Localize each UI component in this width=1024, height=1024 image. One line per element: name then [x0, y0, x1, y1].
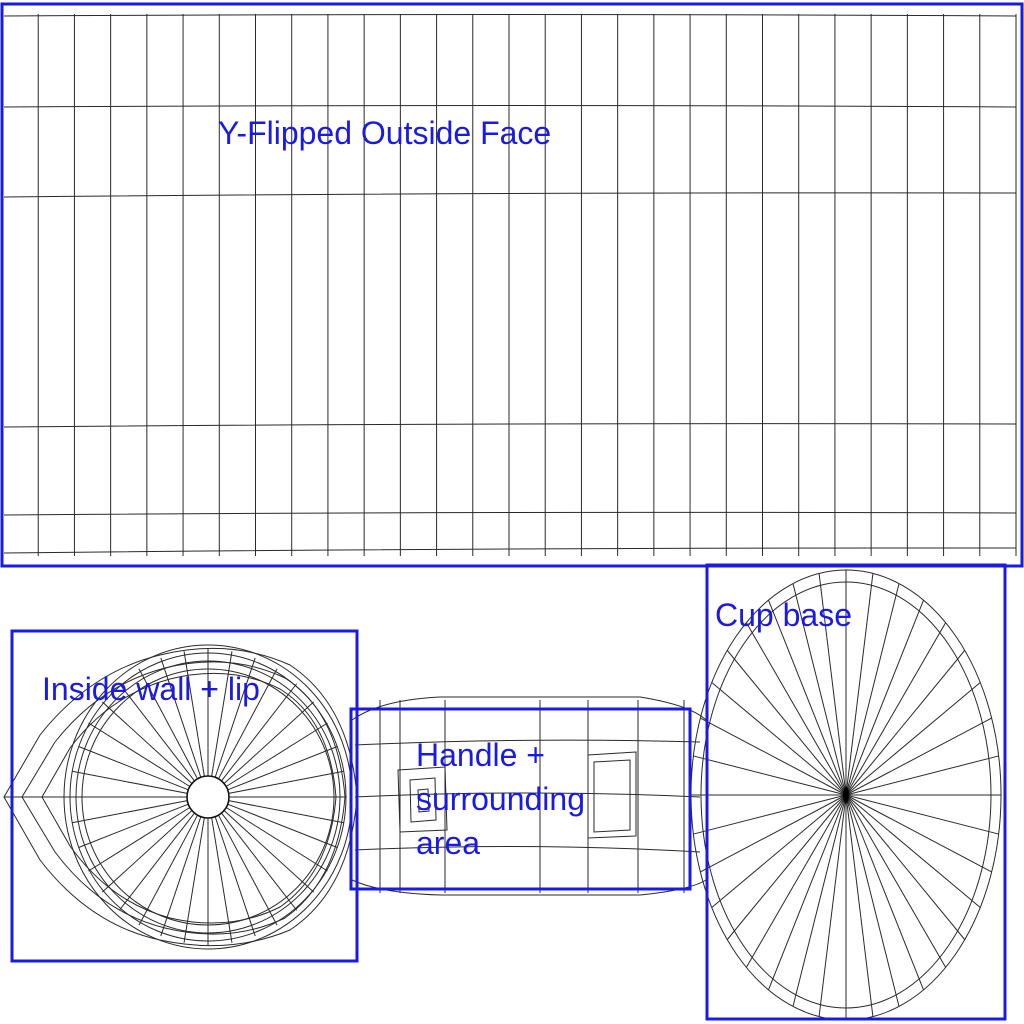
inside-ray: [221, 812, 298, 911]
cup-base-mesh: [690, 569, 1002, 1021]
mesh-row-line: [3, 511, 1017, 516]
base-ray: [845, 583, 900, 796]
mesh-row-line: [3, 105, 1017, 108]
outside-face-box: [0, 2, 1024, 568]
base-ray: [845, 794, 999, 835]
inside-ray: [214, 657, 256, 778]
inside-ray: [214, 816, 256, 937]
inside-wall-label: Inside wall + lip: [42, 671, 260, 707]
base-ray: [726, 650, 847, 796]
inside-ray: [211, 817, 233, 943]
outside-face-mesh: [1, 14, 1017, 556]
inside-ray: [218, 814, 278, 926]
mesh-row-line: [3, 423, 1017, 428]
inside-ray: [118, 683, 195, 782]
inside-ray: [223, 701, 315, 784]
base-ray: [845, 794, 992, 873]
inside-ray: [225, 807, 328, 872]
mesh-row-line: [3, 192, 1017, 198]
inside-ray: [218, 668, 278, 780]
mesh-row-line: [3, 547, 1017, 554]
base-ray: [845, 794, 966, 940]
inside-wall-mesh: [3, 644, 358, 950]
handle-row-line: [354, 739, 701, 746]
base-ray: [845, 794, 981, 908]
handle-attach-inner: [593, 759, 631, 833]
inside-ray: [183, 651, 205, 777]
inside-ray: [228, 770, 344, 794]
inside-wall-box: [10, 629, 359, 963]
inside-ray: [160, 657, 202, 778]
base-ray: [845, 599, 924, 796]
inside-ray: [101, 701, 193, 784]
inside-ray: [138, 814, 198, 926]
inside-ray: [118, 812, 195, 911]
handle-attach-outer: [587, 751, 637, 839]
inside-ray: [228, 800, 344, 824]
inside-ray: [138, 668, 198, 780]
base-ray: [693, 755, 847, 796]
handle-box: [349, 707, 692, 891]
inside-ray: [72, 800, 188, 824]
inside-ray: [225, 722, 328, 787]
base-ray: [818, 794, 847, 1017]
base-ray: [745, 622, 847, 796]
handle-row-line: [354, 845, 701, 853]
inside-center-hole: [186, 775, 230, 819]
base-ray: [700, 717, 847, 796]
inside-ray: [160, 816, 202, 937]
base-ray: [845, 794, 874, 1017]
inside-ray: [227, 803, 338, 849]
base-ray: [768, 794, 847, 991]
base-ray: [845, 682, 981, 796]
base-ray: [845, 794, 900, 1007]
inside-ray: [88, 722, 191, 787]
inside-ray: [227, 745, 338, 791]
base-ray: [845, 717, 992, 796]
inside-ray: [221, 683, 298, 782]
handle-attach-core: [417, 788, 430, 813]
inside-ray: [72, 770, 188, 794]
base-ray: [845, 794, 947, 968]
base-ray: [711, 682, 847, 796]
handle-attach-outer: [397, 766, 448, 833]
base-ray: [726, 794, 847, 940]
inside-ray: [211, 651, 233, 777]
handle-label-line-1: Handle +: [416, 737, 545, 773]
inside-ray: [223, 810, 315, 893]
inside-ray: [183, 817, 205, 943]
inside-ray: [78, 803, 189, 849]
cup-base-label: Cup base: [715, 597, 852, 633]
base-ray: [845, 794, 924, 991]
handle-attach-inner: [409, 777, 437, 823]
cup-base-box: [705, 563, 1007, 1021]
handle-row-line: [354, 792, 701, 798]
base-ray: [845, 573, 874, 796]
base-ray: [818, 573, 847, 796]
inside-ray: [101, 810, 193, 893]
base-ray: [768, 599, 847, 796]
base-ray: [845, 622, 947, 796]
base-ray: [792, 794, 847, 1007]
base-ray: [745, 794, 847, 968]
handle-label-line-2: surrounding: [416, 781, 585, 817]
inside-ray: [88, 807, 191, 872]
base-ray: [700, 794, 847, 873]
base-center: [843, 787, 849, 803]
inside-ray: [78, 745, 189, 791]
base-ray: [711, 794, 847, 908]
base-ray: [845, 650, 966, 796]
base-ray: [792, 583, 847, 796]
base-ray: [845, 755, 999, 796]
mesh-row-line: [3, 14, 1017, 17]
handle-label-line-3: area: [416, 825, 480, 861]
outside-face-label: Y-Flipped Outside Face: [218, 115, 551, 151]
base-ray: [693, 794, 847, 835]
